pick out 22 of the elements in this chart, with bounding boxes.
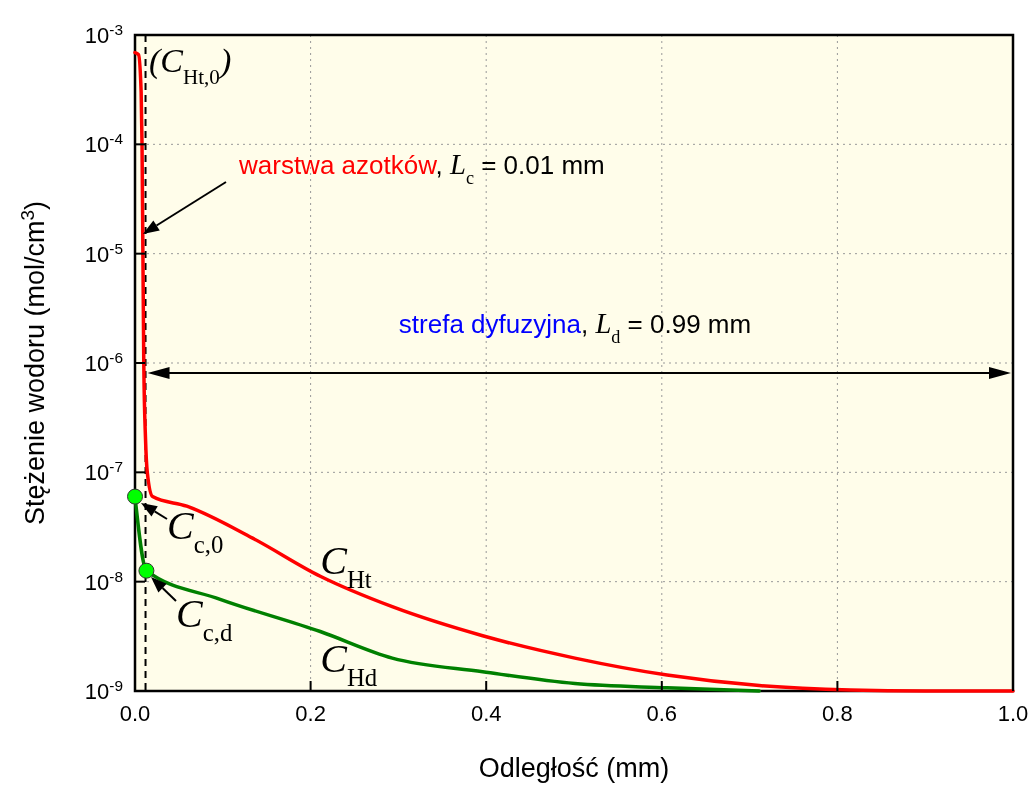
y-tick-label: 10$^{-9}$ [84, 676, 123, 704]
y-tick-label: 10$^{-5}$ [84, 239, 123, 267]
annotation: warstwa azotków, L$_{c}$ = 0.01 mm [238, 149, 605, 188]
series-label: C$_{Hd}$ [320, 635, 378, 691]
y-tick-label: 10$^{-4}$ [84, 129, 124, 158]
x-tick-label: 0.2 [295, 701, 326, 726]
line-series [133, 50, 1015, 693]
y-tick-label: 10$^{-7}$ [84, 457, 123, 486]
x-tick-label: 0.8 [822, 701, 853, 726]
annotation: C$_{c,0}$ [167, 503, 224, 558]
annotation: C$_{c,d}$ [176, 591, 233, 646]
x-tick-label: 0.4 [470, 701, 502, 726]
x-tick-label: 0.0 [119, 701, 151, 726]
annotation: strefa dyfuzyjna, L$_{d}$ = 0.99 mm [398, 308, 752, 347]
x-axis-title: Odległość (mm) [478, 753, 670, 783]
y-tick-label: 10$^{-8}$ [84, 567, 123, 595]
y-tick-label: 10$^{-3}$ [84, 20, 123, 48]
x-tick-label: 0.6 [646, 701, 678, 726]
x-tick-label: 1.0 [997, 701, 1029, 726]
series-label: C$_{Ht}$ [320, 538, 372, 593]
y-tick-label: 10$^{-6}$ [84, 348, 123, 376]
annotation: (C$_{Ht,0}$) [149, 42, 232, 89]
